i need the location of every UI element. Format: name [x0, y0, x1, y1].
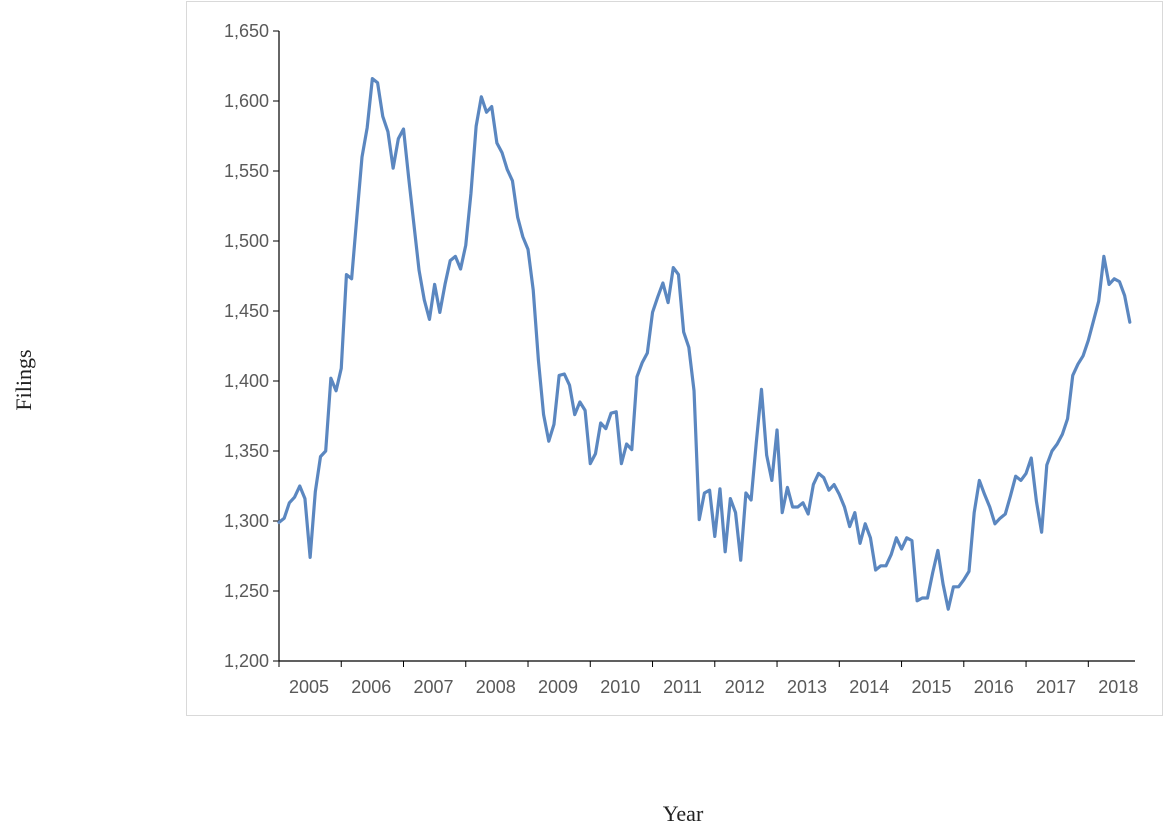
y-axis-title: Filings [11, 349, 36, 411]
x-tick-label: 2008 [476, 677, 516, 697]
y-tick-label: 1,500 [224, 231, 269, 251]
y-tick-label: 1,550 [224, 161, 269, 181]
x-tick-label: 2016 [974, 677, 1014, 697]
line-chart: 1,200 1,250 1,300 1,350 1,400 1,450 1,500 1,550… [224, 21, 1138, 697]
x-axis-title: Year [662, 801, 704, 826]
y-tick-label: 1,300 [224, 511, 269, 531]
y-tick-labels: 1,200 1,250 1,300 1,350 1,400 1,450 1,500 1,550… [224, 21, 279, 671]
x-tick-label: 2012 [725, 677, 765, 697]
chart-frame: 1,200 1,250 1,300 1,350 1,400 1,450 1,500 1,550… [186, 1, 1163, 716]
series-line-1 [277, 76, 1132, 611]
x-tick-label: 2009 [538, 677, 578, 697]
y-tick-label: 1,450 [224, 301, 269, 321]
x-tick-labels: 2005 2006 2007 2008 2009 2010 2011 2012 2013 2014… [278, 661, 1138, 697]
x-tick-label: 2018 [1098, 677, 1138, 697]
y-tick-label: 1,250 [224, 581, 269, 601]
plot-area [277, 76, 1132, 611]
x-tick-label: 2015 [912, 677, 952, 697]
y-tick-label: 1,400 [224, 371, 269, 391]
axes [278, 31, 1135, 662]
y-tick-label: 1,200 [224, 651, 269, 671]
x-tick-label: 2006 [351, 677, 391, 697]
y-tick-label: 1,650 [224, 21, 269, 41]
x-tick-label: 2005 [289, 677, 329, 697]
x-tick-label: 2011 [663, 677, 702, 697]
x-tick-label: 2010 [600, 677, 640, 697]
x-tick-label: 2014 [849, 677, 889, 697]
x-tick-label: 2007 [413, 677, 453, 697]
y-tick-label: 1,350 [224, 441, 269, 461]
y-tick-label: 1,600 [224, 91, 269, 111]
x-tick-label: 2013 [787, 677, 827, 697]
x-tick-label: 2017 [1036, 677, 1076, 697]
